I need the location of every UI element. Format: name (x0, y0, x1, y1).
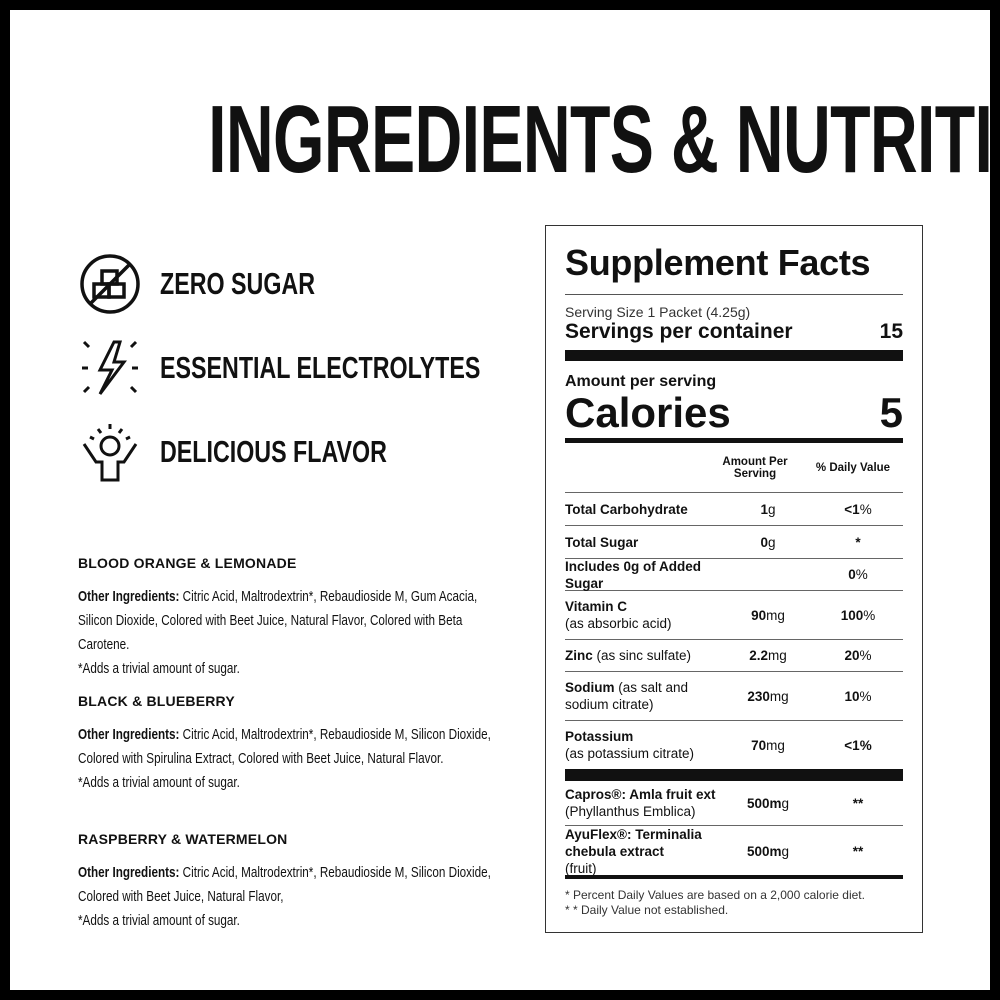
nutrient-row: Vitamin C (as absorbic acid) 90mg 100% (565, 591, 903, 640)
happy-person-icon (82, 424, 138, 482)
amount-per-serving: Amount per serving (565, 373, 717, 390)
flavor-name: BLOOD ORANGE & LEMONADE (78, 555, 297, 571)
flavor-name: RASPBERRY & WATERMELON (78, 831, 288, 847)
nutrient-daily-value: 10% (844, 688, 872, 704)
page-title: INGREDIENTS & NUTRITION (10, 90, 990, 190)
thick-divider (565, 875, 903, 879)
nutrient-daily-value: 0% (848, 567, 868, 582)
nutrient-amount: 500mg (746, 795, 790, 811)
nutrient-daily-value: ** (852, 795, 864, 811)
flavor-raspberry-watermelon: RASPBERRY & WATERMELON Other Ingredients… (78, 831, 518, 933)
feature-flavor: DELICIOUS FLAVOR (78, 420, 463, 484)
nutrient-row: Capros®: Amla fruit ext (Phyllanthus Embl… (565, 781, 903, 826)
nutrient-amount: 1g (760, 501, 776, 517)
footnotes: * Percent Daily Values are based on a 2,… (565, 888, 903, 918)
thick-divider (565, 350, 903, 361)
nutrient-amount: 500mg (746, 843, 790, 859)
nutrient-amount: 70mg (751, 737, 785, 753)
nutrient-amount: 90mg (751, 607, 785, 623)
facts-title: Supplement Facts (565, 242, 871, 283)
nutrient-name: Sodium (as salt and sodium citrate) (565, 680, 689, 712)
thick-divider (565, 438, 903, 443)
nutrient-row: Zinc (as sinc sulfate) 2.2mg 20% (565, 640, 903, 672)
nutrient-daily-value: 20% (844, 648, 872, 663)
page-title-text: INGREDIENTS & NUTRITION (208, 86, 990, 193)
servings-per-container: Servings per container 15 (565, 320, 903, 343)
footnote: * Percent Daily Values are based on a 2,… (565, 888, 865, 902)
lightning-bolt-icon (82, 340, 138, 395)
nutrient-daily-value: <1% (844, 737, 872, 753)
nutrient-daily-value: <1% (844, 501, 872, 517)
flavor-ingredients: Other Ingredients: Citric Acid, Maltrode… (78, 864, 491, 929)
feature-label: ESSENTIAL ELECTROLYTES (160, 350, 481, 385)
footnote: * * Daily Value not established. (565, 903, 729, 917)
nutrient-amount: 2.2mg (749, 648, 787, 663)
nutrient-amount: 230mg (747, 688, 789, 704)
flavor-name: BLACK & BLUEBERRY (78, 693, 235, 709)
thick-divider (565, 769, 903, 781)
nutrient-name: Capros®: Amla fruit ext (Phyllanthus Embl… (565, 787, 716, 819)
column-headers: Amount Per Serving% Daily Value (565, 443, 903, 493)
nutrient-name: AyuFlex®: Terminalia chebula extract (fru… (565, 826, 702, 876)
divider (565, 294, 903, 295)
nutrient-row: AyuFlex®: Terminalia chebula extract (fru… (565, 826, 903, 876)
nutrient-daily-value: 100% (840, 607, 876, 623)
nutrient-amount: 0g (760, 534, 776, 550)
feature-label: ZERO SUGAR (160, 266, 316, 301)
no-sugar-cubes-icon (80, 254, 140, 314)
page: INGREDIENTS & NUTRITION ZERO SUGAR ESSEN… (10, 10, 990, 990)
ingredient-rows: Capros®: Amla fruit ext (Phyllanthus Embl… (565, 781, 903, 876)
nutrient-row: Sodium (as salt and sodium citrate) 230mg… (565, 672, 903, 721)
feature-electrolytes: ESSENTIAL ELECTROLYTES (78, 336, 587, 400)
nutrient-daily-value: * (855, 534, 861, 550)
flavor-blood-orange: BLOOD ORANGE & LEMONADE Other Ingredient… (78, 555, 518, 681)
serving-size: Serving Size 1 Packet (4.25g) (565, 304, 751, 320)
nutrient-name: Vitamin C (as absorbic acid) (565, 599, 672, 631)
nutrient-row: Total Carbohydrate 1g <1% (565, 493, 903, 526)
nutrient-name: Includes 0g of Added Sugar (565, 558, 702, 591)
nutrient-name: Potassium (as potassium citrate) (565, 729, 695, 761)
nutrient-name: Total Carbohydrate (565, 501, 688, 517)
flavor-ingredients: Other Ingredients: Citric Acid, Maltrode… (78, 726, 491, 791)
nutrient-row: Potassium (as potassium citrate) 70mg <1% (565, 721, 903, 769)
nutrient-name: Total Sugar (565, 534, 639, 550)
nutrient-name: Zinc (as sinc sulfate) (565, 648, 692, 663)
nutrient-rows: Total Carbohydrate 1g <1% Total Sugar 0g * Inc… (565, 493, 903, 769)
nutrient-row: Total Sugar 0g * (565, 526, 903, 559)
nutrient-daily-value: ** (852, 843, 864, 859)
supplement-facts-panel: Supplement Facts Serving Size 1 Packet (… (545, 225, 923, 933)
flavor-black-blueberry: BLACK & BLUEBERRY Other Ingredients: Cit… (78, 693, 518, 795)
calories-row: Calories 5 (565, 389, 903, 436)
flavor-ingredients: Other Ingredients: Citric Acid, Maltrode… (78, 588, 478, 677)
feature-label: DELICIOUS FLAVOR (160, 434, 387, 469)
nutrient-row: Includes 0g of Added Sugar 0% (565, 559, 903, 591)
feature-zero-sugar: ZERO SUGAR (78, 252, 367, 316)
